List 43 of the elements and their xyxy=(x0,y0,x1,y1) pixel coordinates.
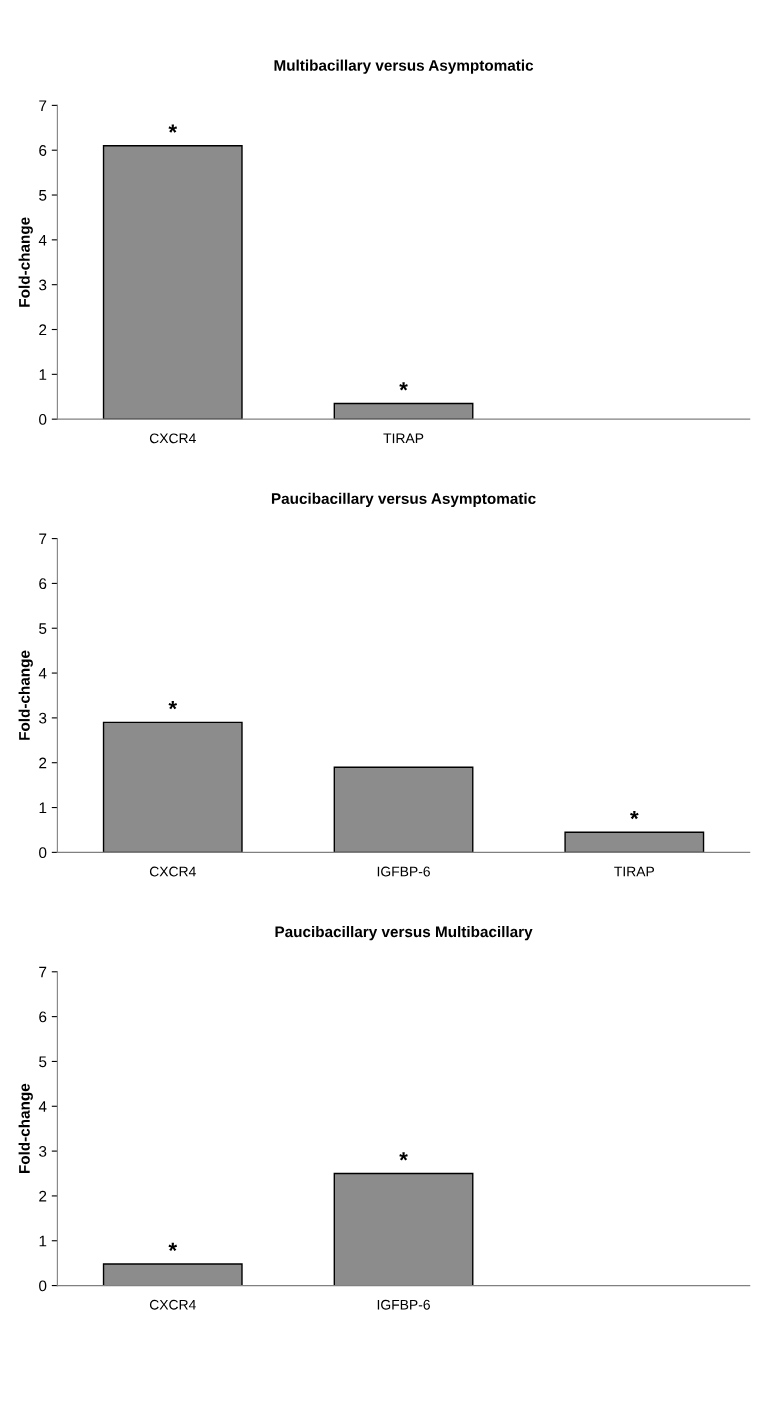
x-tick-label: TIRAP xyxy=(383,433,424,444)
annotation: * xyxy=(630,810,639,820)
annotation: * xyxy=(168,1242,178,1252)
y-tick-label: 6 xyxy=(39,1011,47,1023)
y-tick-label: 2 xyxy=(39,324,47,336)
y-tick-label: 1 xyxy=(39,1235,47,1247)
chart-title: Paucibacillary versus Multibacillary xyxy=(275,926,533,941)
x-tick-label: TIRAP xyxy=(614,866,655,877)
y-tick-label: 5 xyxy=(39,190,47,201)
y-tick-label: 0 xyxy=(39,414,47,425)
y-tick-label: 5 xyxy=(39,1056,47,1068)
y-tick-label: 7 xyxy=(39,966,47,978)
y-tick-label: 1 xyxy=(39,802,47,814)
annotation: * xyxy=(168,124,178,133)
y-tick-label: 2 xyxy=(39,1190,47,1202)
y-tick-label: 3 xyxy=(39,712,47,724)
y-tick-label: 0 xyxy=(39,1280,47,1292)
x-tick-label: IGFBP-6 xyxy=(377,1299,430,1310)
y-tick-label: 1 xyxy=(39,369,47,380)
x-tick-label: CXCR4 xyxy=(149,1299,196,1310)
y-axis-title: Fold-change xyxy=(18,650,33,740)
annotation: * xyxy=(399,382,408,391)
y-tick-label: 4 xyxy=(38,668,47,679)
chart-title: Paucibacillary versus Asymptomatic xyxy=(271,492,536,508)
y-axis-title: Fold-change xyxy=(18,217,33,307)
annotation: * xyxy=(399,1152,408,1161)
y-tick-label: 3 xyxy=(39,279,47,291)
y-tick-label: 7 xyxy=(39,533,47,545)
y-tick-label: 0 xyxy=(39,847,47,859)
y-tick-label: 5 xyxy=(39,623,47,634)
y-tick-label: 7 xyxy=(39,100,47,111)
y-tick-label: 2 xyxy=(39,757,47,769)
y-tick-label: 4 xyxy=(38,1101,47,1112)
x-tick-label: CXCR4 xyxy=(149,866,196,877)
x-tick-label: IGFBP-6 xyxy=(377,866,430,877)
y-tick-label: 4 xyxy=(38,234,47,246)
x-tick-label: CXCR4 xyxy=(149,433,196,444)
chart-title: Multibacillary versus Asymptomatic xyxy=(274,59,534,74)
annotation: * xyxy=(168,701,178,710)
y-tick-label: 3 xyxy=(39,1145,47,1157)
y-tick-label: 6 xyxy=(39,578,47,590)
y-axis-title: Fold-change xyxy=(18,1083,33,1174)
y-tick-label: 6 xyxy=(39,145,47,156)
